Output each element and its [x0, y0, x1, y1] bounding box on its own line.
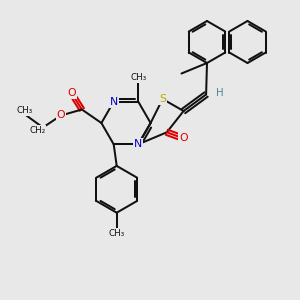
- Text: O: O: [57, 110, 65, 121]
- Text: CH₃: CH₃: [17, 106, 33, 116]
- Text: O: O: [67, 88, 76, 98]
- Text: CH₂: CH₂: [29, 126, 46, 135]
- Text: CH₃: CH₃: [109, 229, 125, 238]
- Text: O: O: [179, 133, 188, 143]
- Text: N: N: [134, 139, 142, 149]
- Text: H: H: [216, 88, 224, 98]
- Text: N: N: [110, 97, 118, 107]
- Text: CH₃: CH₃: [130, 73, 146, 82]
- Text: S: S: [159, 94, 166, 104]
